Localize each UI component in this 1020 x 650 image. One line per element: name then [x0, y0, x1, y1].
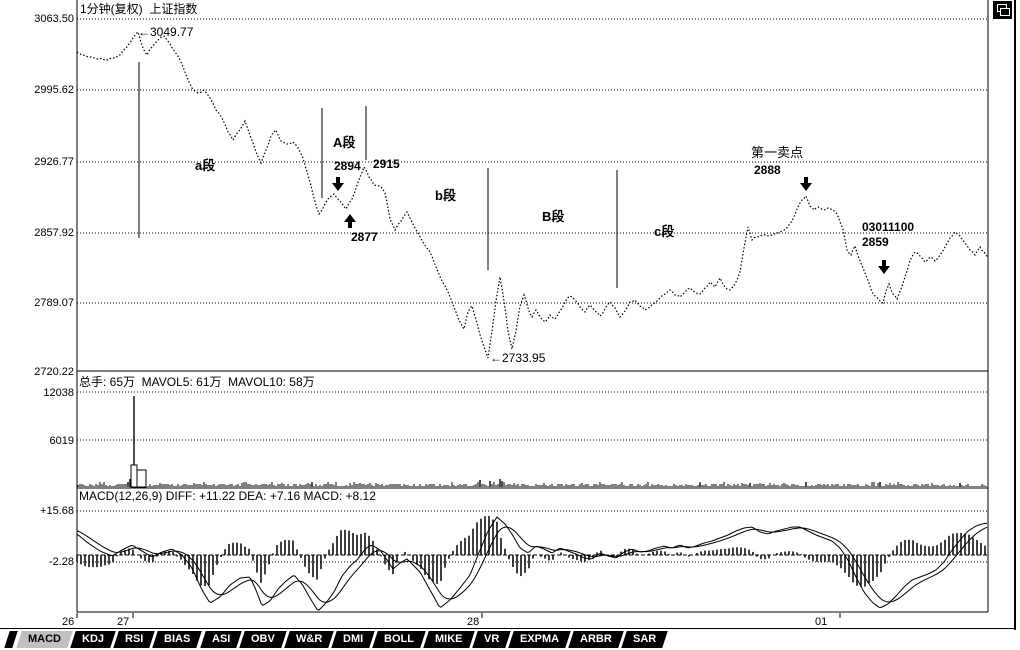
annotation-price-2888: 2888 — [754, 163, 781, 177]
tab-bar-lead-wedge — [4, 631, 18, 648]
x-axis-label-26: 26 — [62, 616, 75, 628]
annotation-price-2859: 2859 — [862, 235, 889, 249]
tab-wr[interactable]: W&R — [284, 631, 334, 648]
annotation-segment-c: c段 — [654, 224, 675, 239]
annotation-low-price: ←2733.95 — [490, 351, 546, 365]
tab-label: KDJ — [82, 633, 105, 645]
volume-header: 总手: 65万 MAVOL5: 61万 MAVOL10: 58万 — [79, 375, 315, 389]
annotation-price-2915: 2915 — [373, 157, 400, 171]
chart-title: 1分钟(复权) 上证指数 — [80, 2, 198, 16]
tab-label: OBV — [250, 633, 275, 645]
tab-asi[interactable]: ASI — [199, 631, 242, 648]
tab-vr[interactable]: VR — [471, 631, 511, 648]
tab-label: SAR — [632, 633, 657, 645]
tab-label: DMI — [343, 633, 364, 645]
annotation-price-2894: 2894 — [334, 159, 361, 173]
annotation-price-2877: 2877 — [351, 230, 378, 244]
macd-y-label-1: -2.28 — [48, 556, 74, 568]
tab-sar[interactable]: SAR — [621, 631, 668, 648]
restore-window-icon[interactable] — [993, 1, 1012, 19]
x-axis-label-01: 01 — [815, 616, 828, 628]
annotation-segment-a: a段 — [195, 158, 216, 173]
tab-label: VR — [483, 633, 500, 645]
macd-header: MACD(12,26,9) DIFF: +11.22 DEA: +7.16 MA… — [79, 489, 376, 503]
tab-label: BOLL — [384, 633, 415, 645]
tab-label: MACD — [28, 633, 61, 645]
price-y-label-1: 2995.62 — [34, 84, 74, 96]
tab-label: EXPMA — [520, 633, 560, 645]
price-y-label-4: 2789.07 — [34, 297, 74, 309]
price-y-label-5: 2720.22 — [34, 366, 74, 378]
annotation-segment-B: B段 — [542, 209, 565, 224]
restore-window-icon-front-square — [1000, 8, 1010, 16]
tab-label: ASI — [211, 633, 230, 645]
indicator-tab-bar: MACD KDJ RSI BIAS ASI OBV W&R DMI BOLL MIKE VR EXPM… — [0, 630, 1020, 650]
tab-boll[interactable]: BOLL — [372, 631, 426, 648]
x-axis-label-28: 28 — [467, 616, 480, 628]
annotation-time-mark: 03011100 — [862, 220, 915, 234]
tab-mike[interactable]: MIKE — [423, 631, 475, 648]
price-y-label-3: 2857.92 — [34, 227, 74, 239]
tab-arbr[interactable]: ARBR — [568, 631, 624, 648]
tab-macd[interactable]: MACD — [16, 631, 73, 648]
tab-label: W&R — [295, 633, 323, 645]
annotation-peak-price: ←3049.77 — [138, 25, 194, 39]
price-y-label-2: 2926.77 — [34, 156, 74, 168]
tab-label: RSI — [125, 633, 144, 645]
tab-label: ARBR — [580, 633, 612, 645]
tab-label: MIKE — [435, 633, 463, 645]
tab-rsi[interactable]: RSI — [113, 631, 156, 648]
tab-obv[interactable]: OBV — [239, 631, 287, 648]
macd-y-label-0: +15.68 — [40, 505, 74, 517]
annotation-segment-b: b段 — [435, 188, 456, 203]
tab-label: BIAS — [164, 633, 191, 645]
tab-expma[interactable]: EXPMA — [508, 631, 571, 648]
tab-bias[interactable]: BIAS — [152, 631, 203, 648]
tab-kdj[interactable]: KDJ — [70, 631, 116, 648]
tab-dmi[interactable]: DMI — [331, 631, 376, 648]
volume-y-label-0: 12038 — [43, 387, 74, 399]
volume-y-label-1: 6019 — [49, 435, 74, 447]
price-y-label-0: 3063.50 — [34, 13, 74, 25]
annotation-segment-A: A段 — [333, 135, 356, 150]
x-axis-label-27: 27 — [117, 616, 130, 628]
annotation-first-sell-point: 第一卖点 — [751, 145, 804, 160]
